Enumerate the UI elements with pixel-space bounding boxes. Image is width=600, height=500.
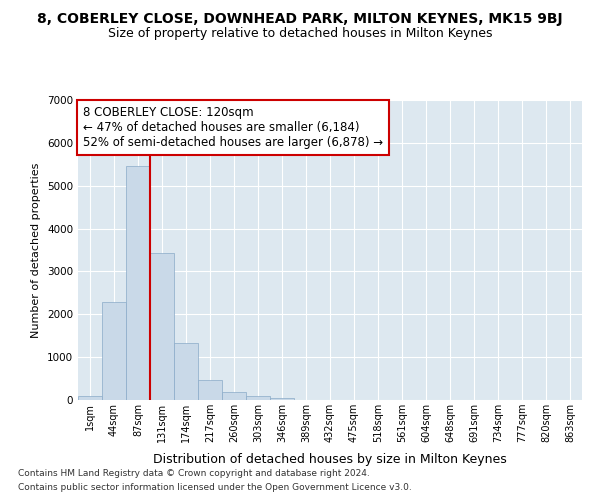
- Text: Contains HM Land Registry data © Crown copyright and database right 2024.: Contains HM Land Registry data © Crown c…: [18, 468, 370, 477]
- Y-axis label: Number of detached properties: Number of detached properties: [31, 162, 41, 338]
- Text: 8 COBERLEY CLOSE: 120sqm
← 47% of detached houses are smaller (6,184)
52% of sem: 8 COBERLEY CLOSE: 120sqm ← 47% of detach…: [83, 106, 383, 149]
- X-axis label: Distribution of detached houses by size in Milton Keynes: Distribution of detached houses by size …: [153, 454, 507, 466]
- Bar: [150, 254, 174, 400]
- Bar: [246, 396, 270, 400]
- Text: Size of property relative to detached houses in Milton Keynes: Size of property relative to detached ho…: [108, 28, 492, 40]
- Bar: [102, 302, 126, 400]
- Bar: [198, 380, 222, 400]
- Bar: [222, 392, 246, 400]
- Text: Contains public sector information licensed under the Open Government Licence v3: Contains public sector information licen…: [18, 484, 412, 492]
- Bar: [126, 166, 150, 400]
- Bar: [270, 398, 294, 400]
- Bar: [174, 343, 198, 400]
- Bar: [78, 396, 102, 400]
- Text: 8, COBERLEY CLOSE, DOWNHEAD PARK, MILTON KEYNES, MK15 9BJ: 8, COBERLEY CLOSE, DOWNHEAD PARK, MILTON…: [37, 12, 563, 26]
